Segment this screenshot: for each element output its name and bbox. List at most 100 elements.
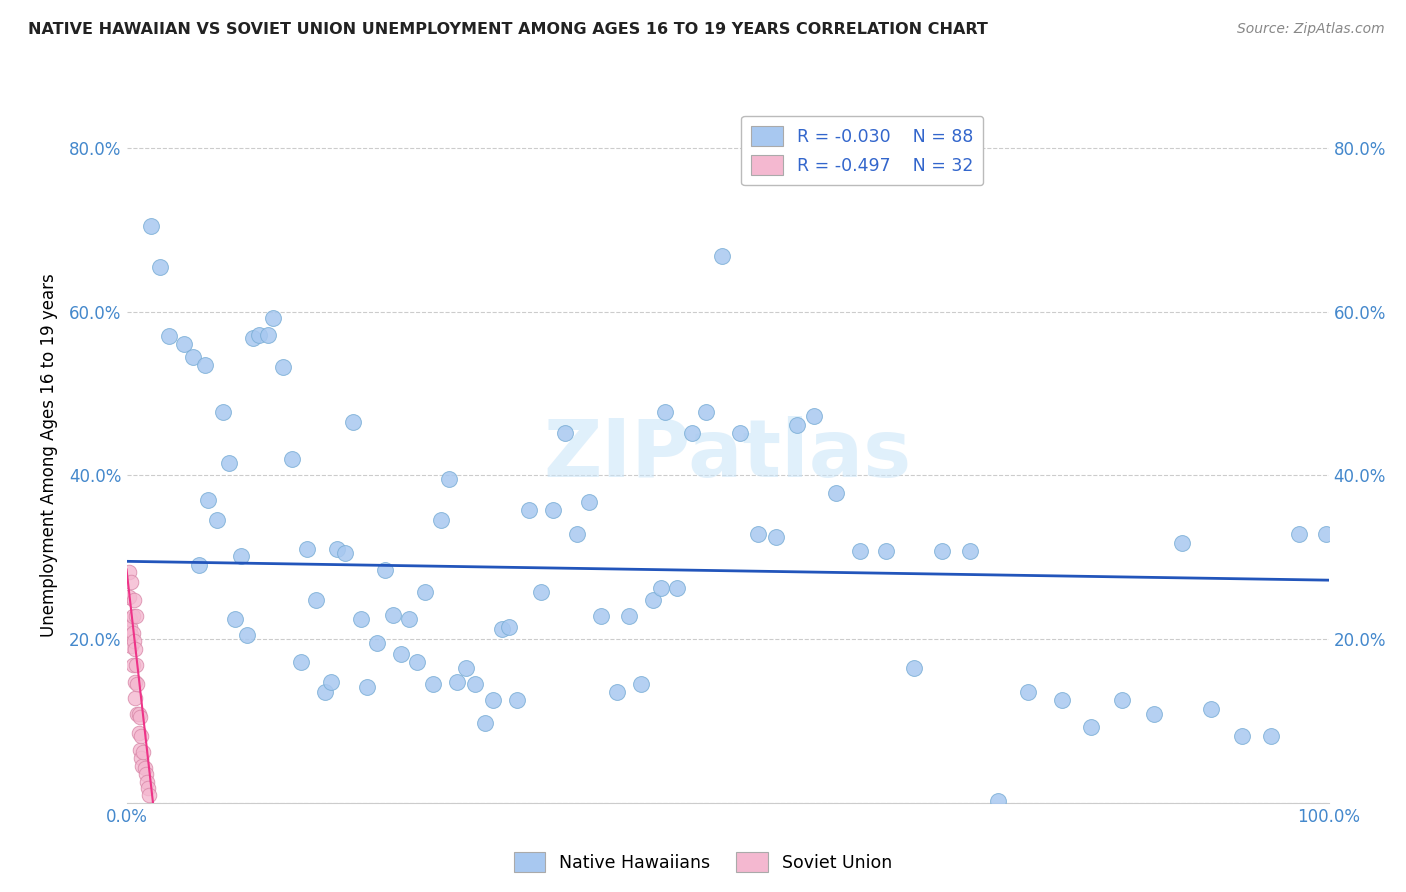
Point (641, 592, 664, 607)
Point (120, 639, 142, 653)
Point (125, 609, 148, 624)
Point (224, 612, 246, 626)
Point (181, 350, 204, 364)
Point (205, 513, 228, 527)
Point (257, 327, 280, 342)
Point (121, 658, 143, 673)
Point (121, 609, 143, 624)
Point (422, 677, 444, 691)
Point (591, 609, 613, 624)
Point (132, 745, 155, 759)
Y-axis label: Unemployment Among Ages 16 to 19 years: Unemployment Among Ages 16 to 19 years (39, 273, 58, 637)
Point (247, 327, 270, 342)
Point (1111, 693, 1133, 707)
Point (786, 417, 808, 432)
Point (194, 358, 217, 372)
Point (530, 584, 553, 599)
Point (262, 311, 284, 326)
Point (567, 527, 589, 541)
Text: Source: ZipAtlas.com: Source: ZipAtlas.com (1237, 22, 1385, 37)
Point (765, 530, 787, 544)
Point (710, 249, 733, 263)
Point (120, 628, 142, 642)
Point (134, 761, 156, 775)
Point (413, 584, 436, 599)
Point (305, 592, 328, 607)
Point (242, 331, 264, 345)
Point (695, 404, 717, 418)
Point (124, 641, 146, 656)
Point (728, 425, 751, 440)
Point (326, 542, 349, 557)
Point (747, 527, 769, 541)
Point (197, 492, 219, 507)
Point (131, 759, 153, 773)
Point (120, 612, 142, 626)
Point (1017, 685, 1039, 699)
Point (124, 674, 146, 689)
Point (406, 655, 429, 669)
Point (342, 415, 364, 429)
Point (931, 543, 953, 558)
Point (218, 456, 240, 470)
Point (350, 612, 373, 626)
Point (211, 404, 233, 418)
Point (335, 546, 357, 560)
Point (543, 502, 565, 516)
Point (149, 260, 172, 274)
Point (482, 693, 505, 707)
Point (314, 685, 336, 699)
Point (235, 628, 259, 642)
Point (173, 337, 195, 351)
Point (666, 582, 689, 596)
Point (138, 788, 160, 802)
Point (650, 582, 672, 596)
Point (382, 607, 405, 622)
Point (1315, 527, 1337, 541)
Point (654, 404, 676, 418)
Point (187, 558, 209, 573)
Point (127, 707, 149, 722)
Point (120, 620, 142, 634)
Point (125, 658, 148, 673)
Point (128, 710, 150, 724)
Point (474, 715, 496, 730)
Point (437, 473, 460, 487)
Point (290, 655, 312, 669)
Point (281, 452, 304, 467)
Point (122, 592, 145, 607)
Point (1080, 721, 1102, 735)
Point (430, 513, 453, 527)
Point (498, 620, 520, 634)
Point (128, 742, 150, 756)
Point (356, 680, 378, 694)
Point (1143, 707, 1166, 722)
Point (454, 661, 477, 675)
Point (959, 543, 981, 558)
Point (824, 486, 846, 500)
Point (129, 729, 152, 743)
Point (157, 329, 180, 343)
Point (271, 360, 294, 375)
Point (295, 542, 318, 557)
Point (1050, 693, 1073, 707)
Point (875, 543, 897, 558)
Point (136, 775, 159, 789)
Point (1230, 729, 1253, 743)
Point (987, 794, 1010, 808)
Point (1199, 701, 1222, 715)
Point (1260, 729, 1282, 743)
Point (1171, 535, 1194, 549)
Point (849, 543, 872, 558)
Point (124, 691, 146, 706)
Point (127, 677, 149, 691)
Point (446, 674, 468, 689)
Point (630, 677, 652, 691)
Point (517, 502, 540, 516)
Point (803, 409, 825, 424)
Point (319, 674, 342, 689)
Point (506, 693, 529, 707)
Point (578, 494, 600, 508)
Point (1288, 527, 1310, 541)
Point (606, 685, 628, 699)
